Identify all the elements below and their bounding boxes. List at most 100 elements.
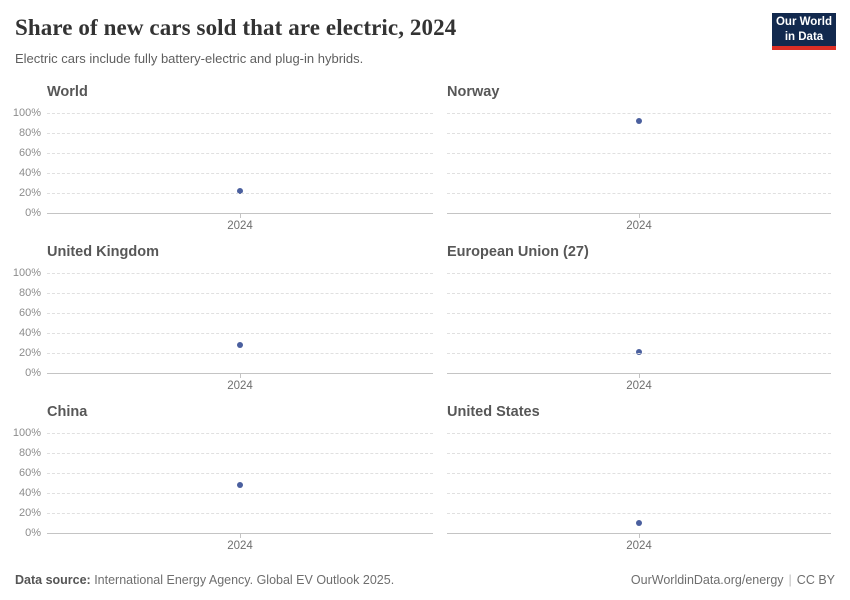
facet-plot: 2024 0% 20% 40% 60% 80% 100% bbox=[13, 267, 433, 392]
x-axis-line bbox=[447, 213, 831, 214]
y-gridline bbox=[447, 273, 831, 274]
data-point[interactable] bbox=[237, 342, 243, 348]
y-gridline bbox=[447, 353, 831, 354]
y-axis-tick-label: 40% bbox=[18, 327, 41, 339]
y-gridline bbox=[447, 133, 831, 134]
owid-energy-link[interactable]: OurWorldinData.org/energy bbox=[630, 573, 784, 587]
data-point[interactable] bbox=[237, 188, 243, 194]
facet-panel: China 2024 0% 20% 40% 60% 80% 100% bbox=[13, 400, 433, 560]
y-axis-tick-label: 80% bbox=[18, 447, 41, 459]
y-axis-tick-label: 100% bbox=[12, 107, 41, 119]
data-source: Data source: International Energy Agency… bbox=[15, 573, 394, 587]
owid-logo-line2: in Data bbox=[784, 30, 824, 43]
y-axis-tick-label: 60% bbox=[18, 147, 41, 159]
facet-title: United Kingdom bbox=[47, 244, 159, 260]
y-gridline bbox=[447, 113, 831, 114]
facet-plot: 2024 0% 20% 40% 60% 80% 100% bbox=[13, 107, 433, 232]
y-gridline bbox=[447, 173, 831, 174]
facet-panel: World 2024 0% 20% 40% 60% 80% 100% bbox=[13, 80, 433, 240]
y-axis-tick-label: 20% bbox=[18, 507, 41, 519]
x-axis-line bbox=[447, 373, 831, 374]
facet-panel: European Union (27) 2024 bbox=[447, 240, 831, 400]
y-gridline bbox=[47, 193, 433, 194]
facet-panel: United States 2024 bbox=[447, 400, 831, 560]
facet-plot: 2024 bbox=[447, 113, 831, 232]
x-axis-label: 2024 bbox=[227, 540, 253, 552]
y-gridline bbox=[47, 453, 433, 454]
facet-title: World bbox=[47, 84, 88, 100]
facet-title: China bbox=[47, 404, 88, 420]
owid-logo[interactable]: Our World in Data bbox=[772, 13, 836, 50]
data-source-text: International Energy Agency. Global EV O… bbox=[90, 573, 395, 587]
data-point[interactable] bbox=[636, 118, 642, 124]
y-gridline bbox=[47, 333, 433, 334]
y-gridline bbox=[47, 433, 433, 434]
y-axis-tick-label: 20% bbox=[18, 187, 41, 199]
x-axis-tick bbox=[639, 213, 640, 218]
x-axis-line bbox=[447, 533, 831, 534]
data-source-label: Data source: bbox=[15, 573, 91, 587]
y-axis-tick-label: 20% bbox=[18, 347, 41, 359]
x-axis-line bbox=[47, 373, 433, 374]
y-gridline bbox=[447, 313, 831, 314]
data-point[interactable] bbox=[636, 520, 642, 526]
license-label: CC BY bbox=[796, 573, 835, 587]
y-axis-tick-label: 0% bbox=[25, 207, 41, 219]
y-gridline bbox=[47, 133, 433, 134]
y-gridline bbox=[47, 473, 433, 474]
y-gridline bbox=[447, 493, 831, 494]
y-gridline bbox=[447, 333, 831, 334]
chart-subtitle: Electric cars include fully battery-elec… bbox=[15, 50, 364, 66]
facet-plot: 2024 bbox=[447, 433, 831, 552]
y-gridline bbox=[447, 473, 831, 474]
facet-panel: United Kingdom 2024 0% 20% 40% 60% 80% 100% bbox=[13, 240, 433, 400]
facet-title: United States bbox=[447, 404, 540, 420]
facet-grid: World 2024 0% 20% 40% 60% 80% 100% Norway 202… bbox=[13, 80, 831, 560]
y-gridline bbox=[47, 153, 433, 154]
x-axis-tick bbox=[240, 373, 241, 378]
chart-title: Share of new cars sold that are electric… bbox=[15, 15, 457, 40]
y-gridline bbox=[447, 453, 831, 454]
x-axis-label: 2024 bbox=[227, 220, 253, 232]
y-gridline bbox=[47, 313, 433, 314]
y-gridline bbox=[47, 293, 433, 294]
x-axis-tick bbox=[240, 213, 241, 218]
x-axis-tick bbox=[639, 373, 640, 378]
x-axis-label: 2024 bbox=[227, 380, 253, 392]
owid-logo-line1: Our World bbox=[775, 16, 832, 29]
y-gridline bbox=[47, 273, 433, 274]
x-axis-label: 2024 bbox=[626, 380, 652, 392]
footer-right: OurWorldinData.org/energy | CC BY bbox=[631, 573, 835, 587]
data-point[interactable] bbox=[636, 349, 642, 355]
footer-separator: | bbox=[788, 573, 792, 587]
y-gridline bbox=[447, 193, 831, 194]
x-axis-tick bbox=[639, 533, 640, 538]
x-axis-tick bbox=[240, 533, 241, 538]
y-gridline bbox=[447, 513, 831, 514]
facet-plot: 2024 bbox=[447, 273, 831, 392]
x-axis-line bbox=[47, 213, 433, 214]
facet-plot: 2024 0% 20% 40% 60% 80% 100% bbox=[13, 427, 433, 552]
y-axis-tick-label: 40% bbox=[18, 487, 41, 499]
y-axis-tick-label: 40% bbox=[18, 167, 41, 179]
x-axis-label: 2024 bbox=[626, 540, 652, 552]
y-axis-tick-label: 60% bbox=[18, 307, 41, 319]
y-axis-tick-label: 0% bbox=[25, 367, 41, 379]
y-gridline bbox=[47, 173, 433, 174]
y-axis-tick-label: 0% bbox=[25, 527, 41, 539]
facet-title: European Union (27) bbox=[447, 244, 589, 260]
y-axis-tick-label: 60% bbox=[18, 467, 41, 479]
x-axis-label: 2024 bbox=[626, 220, 652, 232]
chart-footer: Data source: International Energy Agency… bbox=[15, 573, 835, 587]
data-point[interactable] bbox=[237, 482, 243, 488]
y-gridline bbox=[47, 113, 433, 114]
y-axis-tick-label: 100% bbox=[12, 267, 41, 279]
y-gridline bbox=[47, 513, 433, 514]
y-gridline bbox=[447, 153, 831, 154]
y-gridline bbox=[47, 353, 433, 354]
y-gridline bbox=[447, 293, 831, 294]
x-axis-line bbox=[47, 533, 433, 534]
chart-header: Share of new cars sold that are electric… bbox=[15, 14, 760, 66]
y-gridline bbox=[47, 493, 433, 494]
